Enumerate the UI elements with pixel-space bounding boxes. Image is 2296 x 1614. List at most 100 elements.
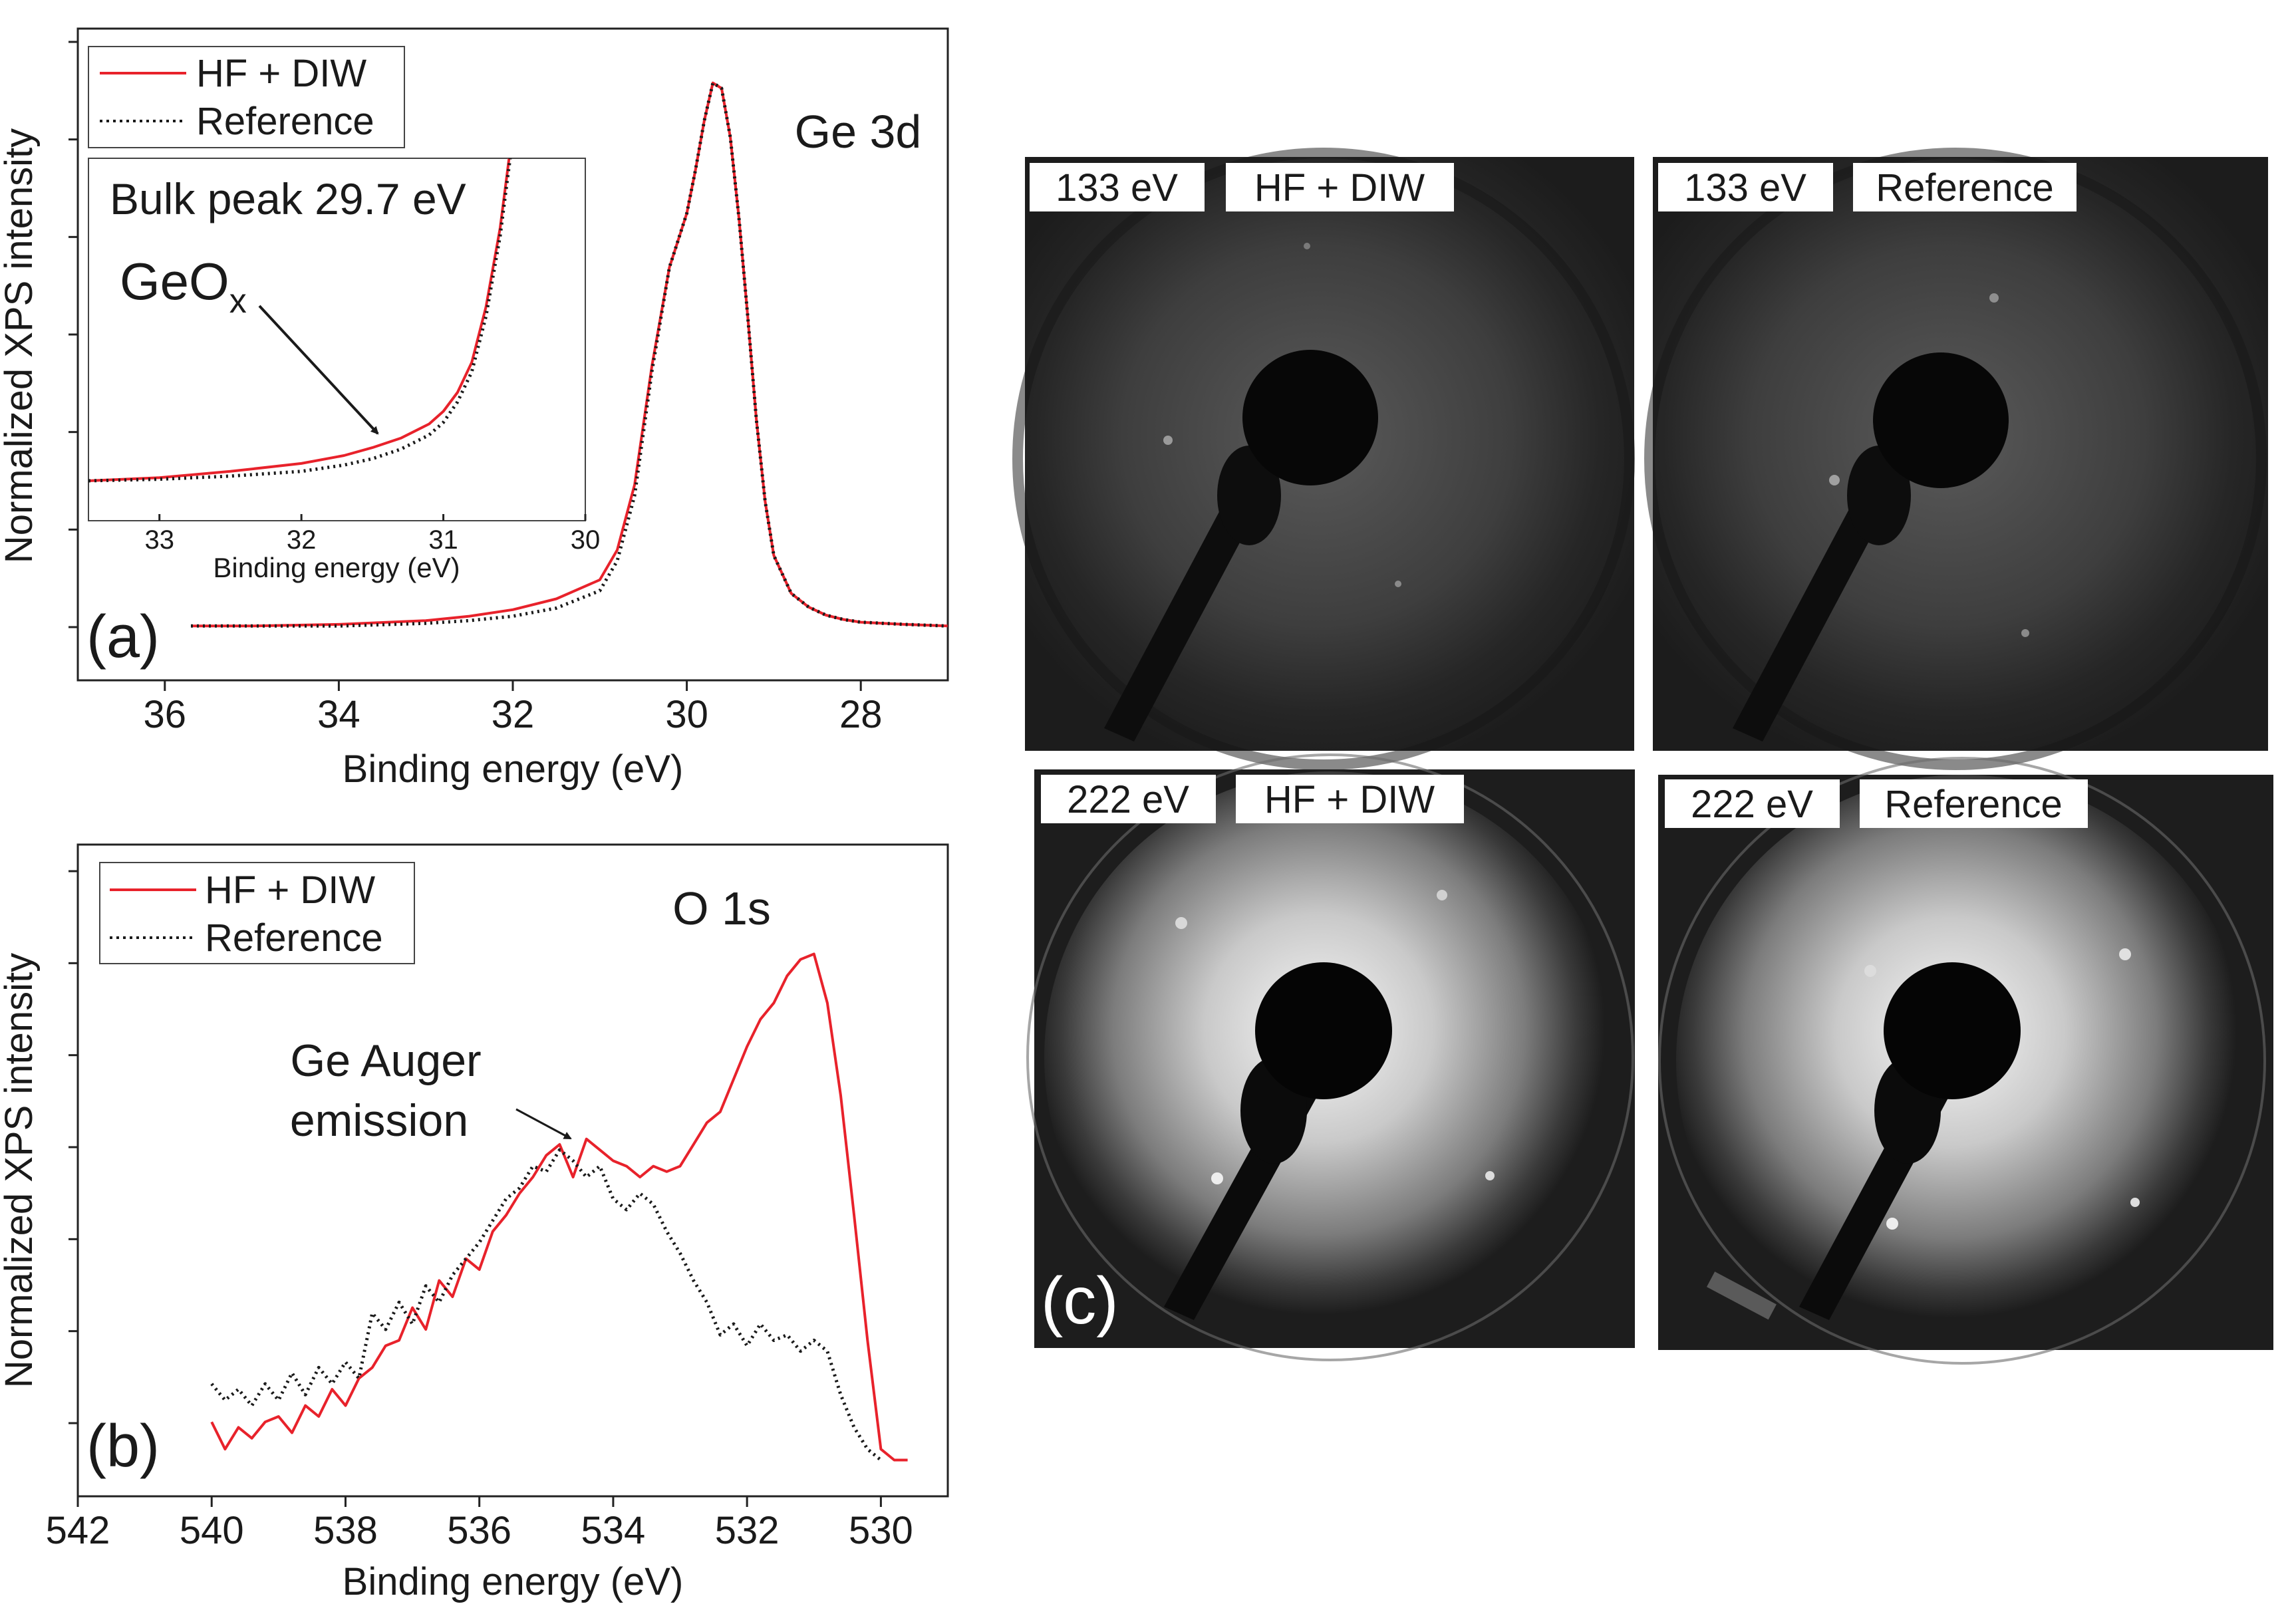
electron-gun-shadow bbox=[1873, 352, 2009, 488]
legend-label-hf-b: HF + DIW bbox=[205, 869, 375, 912]
chart-panel-a: 36 34 32 30 28 Normalized XPS intensity Bind… bbox=[0, 27, 949, 791]
diffraction-spot bbox=[2021, 629, 2029, 637]
inset-x-tick-label: 33 bbox=[144, 525, 174, 555]
ge3d-x-tick-label: 30 bbox=[665, 693, 708, 736]
diffraction-spot bbox=[2130, 1198, 2140, 1207]
geox-label: GeOx bbox=[120, 252, 247, 321]
sample-label-box bbox=[1853, 163, 2077, 211]
inset-series-lines bbox=[88, 158, 512, 483]
ge3d-line-reference bbox=[191, 81, 948, 628]
electron-gun-shadow bbox=[1255, 962, 1392, 1099]
inset-x-tick-label: 31 bbox=[428, 525, 458, 555]
energy-label: 133 eV bbox=[1684, 166, 1806, 209]
x-axis-label-a: Binding energy (eV) bbox=[343, 747, 684, 791]
x-ticks-a: 36 34 32 30 28 bbox=[144, 680, 883, 736]
inset-annotation: Bulk peak 29.7 eV bbox=[110, 174, 466, 223]
y-axis-label-b: Normalized XPS intensity bbox=[0, 953, 41, 1388]
x-axis-label-b: Binding energy (eV) bbox=[343, 1560, 684, 1603]
legend-b: HF + DIW Reference bbox=[99, 862, 415, 964]
ge3d-x-tick-label: 36 bbox=[144, 693, 187, 736]
panel-label-b: (b) bbox=[86, 1413, 160, 1480]
inset-plot: 33 32 31 30 Bulk peak 29.7 eV GeOx Binding … bbox=[88, 158, 600, 583]
sample-label-box bbox=[1860, 779, 2088, 828]
series-lines-b bbox=[210, 952, 908, 1462]
leed-rim bbox=[1012, 148, 1635, 770]
y-axis-label-a: Normalized XPS intensity bbox=[0, 128, 41, 563]
diffraction-spot bbox=[1886, 1218, 1898, 1230]
energy-label: 222 eV bbox=[1691, 783, 1813, 826]
auger-annotation-line2: emission bbox=[290, 1095, 468, 1146]
o1s-x-tick-label: 538 bbox=[313, 1509, 378, 1552]
leed-image-133-hf: 133 eV HF + DIW bbox=[1012, 148, 1635, 770]
diffraction-spot bbox=[1395, 581, 1401, 587]
energy-label-box bbox=[1041, 775, 1216, 823]
panel-label-c: (c) bbox=[1041, 1264, 1119, 1338]
chart-title-a: Ge 3d bbox=[795, 106, 922, 158]
screen-artifact bbox=[1706, 1272, 1777, 1320]
sample-label-box bbox=[1226, 163, 1454, 211]
diffraction-spot bbox=[1864, 965, 1876, 977]
diffraction-spot bbox=[1304, 243, 1310, 249]
leed-rim bbox=[1644, 148, 2267, 770]
energy-label: 222 eV bbox=[1067, 778, 1189, 821]
y-ticks-b bbox=[69, 870, 78, 1424]
o1s-line-hf-diw bbox=[210, 952, 908, 1462]
energy-label-box bbox=[1658, 163, 1833, 211]
inset-x-ticks: 33 32 31 30 bbox=[144, 514, 600, 555]
leed-rim bbox=[1026, 753, 1634, 1361]
sample-holder-mount bbox=[1847, 446, 1911, 545]
leed-rim bbox=[1658, 757, 2266, 1365]
x-ticks-b: 542 540 538 536 534 532 530 bbox=[46, 1496, 913, 1552]
electron-gun-shadow bbox=[1884, 962, 2021, 1099]
o1s-x-tick-label: 530 bbox=[849, 1509, 913, 1552]
series-lines-a bbox=[191, 81, 948, 628]
sample-label: Reference bbox=[1876, 166, 2054, 209]
diffraction-spot bbox=[2119, 948, 2131, 960]
energy-label: 133 eV bbox=[1056, 166, 1178, 209]
ge3d-x-tick-label: 28 bbox=[839, 693, 883, 736]
diffraction-spot bbox=[1175, 917, 1187, 929]
o1s-x-tick-label: 542 bbox=[46, 1509, 110, 1552]
geox-arrow bbox=[258, 305, 379, 435]
diffraction-spot bbox=[1829, 475, 1840, 485]
y-ticks-a bbox=[69, 41, 78, 628]
o1s-line-reference bbox=[210, 1148, 882, 1462]
chart-title-b: O 1s bbox=[672, 882, 771, 934]
auger-annotation-line1: Ge Auger bbox=[290, 1035, 481, 1086]
inset-x-tick-label: 32 bbox=[287, 525, 317, 555]
o1s-x-tick-label: 532 bbox=[715, 1509, 780, 1552]
leed-image-133-ref: 133 eV Reference bbox=[1644, 148, 2268, 770]
diffraction-spot bbox=[1485, 1171, 1495, 1180]
o1s-x-tick-label: 540 bbox=[180, 1509, 244, 1552]
inset-x-axis-label: Binding energy (eV) bbox=[213, 552, 460, 583]
diffraction-spot bbox=[1989, 293, 1999, 303]
sample-label: Reference bbox=[1884, 783, 2063, 826]
o1s-x-tick-label: 536 bbox=[447, 1509, 511, 1552]
legend-label-ref-a: Reference bbox=[196, 100, 374, 143]
legend-label-hf-a: HF + DIW bbox=[196, 52, 366, 95]
inset-line-reference bbox=[88, 158, 512, 483]
electron-gun-shadow bbox=[1242, 350, 1378, 485]
ge3d-x-tick-label: 34 bbox=[317, 693, 360, 736]
energy-label-box bbox=[1030, 163, 1205, 211]
chart-panel-b: 542 540 538 536 534 532 530 Normalized XPS int… bbox=[0, 843, 949, 1603]
legend-box-a bbox=[88, 46, 405, 148]
legend-box-b bbox=[99, 862, 415, 964]
diffraction-spot bbox=[1163, 436, 1173, 445]
legend-a: HF + DIW Reference bbox=[88, 46, 405, 148]
o1s-x-tick-label: 534 bbox=[581, 1509, 646, 1552]
leed-image-222-ref: 222 eV Reference bbox=[1658, 757, 2273, 1365]
diffraction-spot bbox=[1437, 890, 1447, 900]
panel-label-a: (a) bbox=[86, 604, 160, 670]
legend-label-ref-b: Reference bbox=[205, 916, 383, 960]
auger-arrow bbox=[515, 1108, 572, 1140]
sample-label: HF + DIW bbox=[1264, 778, 1435, 821]
energy-label-box bbox=[1665, 779, 1840, 828]
sample-holder-mount bbox=[1217, 446, 1281, 545]
sample-label-box bbox=[1236, 775, 1464, 823]
leed-images: 133 eV HF + DIW 133 eV Reference bbox=[1012, 148, 2273, 1365]
ge3d-x-tick-label: 32 bbox=[492, 693, 535, 736]
leed-image-222-hf: 222 eV HF + DIW bbox=[1026, 753, 1635, 1361]
plot-frame-b bbox=[76, 843, 949, 1498]
